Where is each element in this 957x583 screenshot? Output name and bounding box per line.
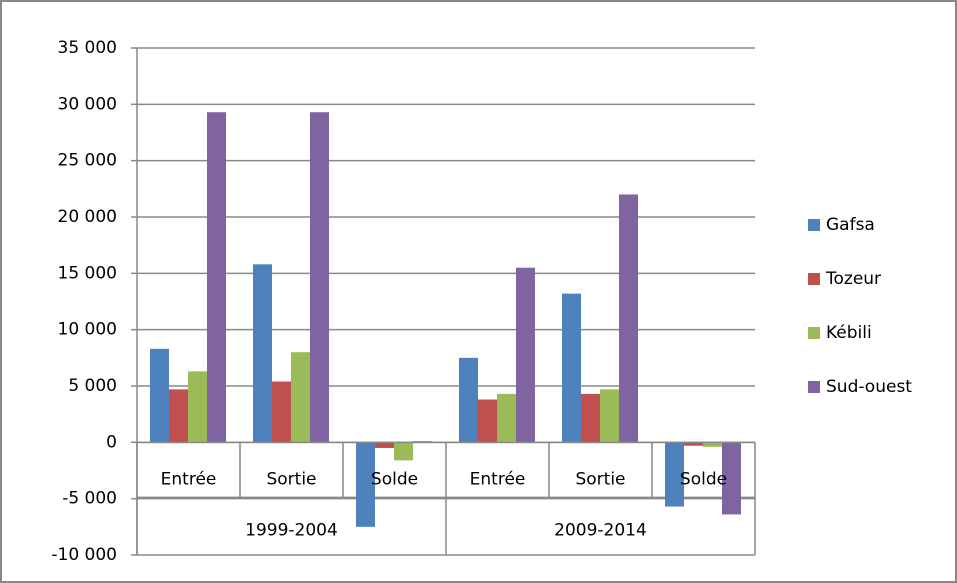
bar bbox=[562, 293, 581, 443]
x-tick-label: Entrée bbox=[161, 469, 217, 489]
bar bbox=[291, 352, 310, 443]
x-tick-label: Solde bbox=[680, 469, 727, 489]
x-tick-label: Sortie bbox=[575, 469, 625, 489]
bar bbox=[684, 442, 703, 446]
group-label: 1999-2004 bbox=[245, 520, 338, 540]
bar bbox=[272, 381, 291, 443]
y-tick-label: 5 000 bbox=[68, 376, 117, 396]
bar bbox=[600, 389, 619, 443]
bar bbox=[207, 112, 226, 443]
bar bbox=[665, 442, 684, 507]
bar bbox=[497, 393, 516, 443]
y-tick-label: -5 000 bbox=[62, 489, 117, 509]
bar bbox=[375, 442, 394, 448]
legend-label: Kébili bbox=[826, 323, 872, 343]
legend-swatch bbox=[808, 327, 820, 339]
bar bbox=[516, 267, 535, 443]
legend-swatch bbox=[808, 219, 820, 231]
x-tick-label: Entrée bbox=[470, 469, 526, 489]
y-tick-label: 25 000 bbox=[58, 151, 117, 171]
x-tick-label: Solde bbox=[371, 469, 418, 489]
bar bbox=[478, 399, 497, 443]
legend-label: Gafsa bbox=[826, 215, 875, 235]
y-tick-label: -10 000 bbox=[51, 545, 117, 565]
y-tick-label: 10 000 bbox=[58, 320, 117, 340]
legend-swatch bbox=[808, 273, 820, 285]
legend-label: Tozeur bbox=[825, 269, 881, 289]
bar bbox=[722, 442, 741, 515]
y-tick-label: 15 000 bbox=[58, 263, 117, 283]
bar bbox=[188, 371, 207, 443]
x-tick-label: Sortie bbox=[266, 469, 316, 489]
legend-label: Sud-ouest bbox=[826, 377, 912, 397]
y-tick-label: 30 000 bbox=[58, 94, 117, 114]
legend-swatch bbox=[808, 381, 820, 393]
bar bbox=[619, 194, 638, 443]
y-tick-label: 35 000 bbox=[58, 38, 117, 58]
bar bbox=[169, 389, 188, 443]
bar bbox=[150, 348, 169, 443]
bar bbox=[581, 393, 600, 443]
y-tick-label: 0 bbox=[106, 432, 117, 452]
bar bbox=[310, 112, 329, 443]
bar bbox=[253, 264, 272, 443]
bar bbox=[703, 442, 722, 447]
bar bbox=[394, 442, 413, 461]
y-tick-label: 20 000 bbox=[58, 207, 117, 227]
group-label: 2009-2014 bbox=[554, 520, 647, 540]
bar bbox=[459, 357, 478, 443]
bar bbox=[356, 442, 375, 527]
